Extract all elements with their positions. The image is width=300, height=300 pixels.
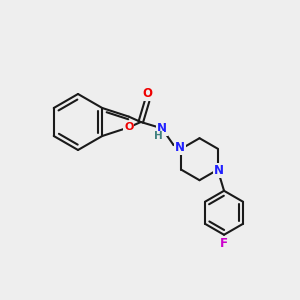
Text: F: F [220,237,228,250]
Text: H: H [154,131,163,141]
Text: N: N [157,122,167,135]
Text: O: O [142,87,152,100]
Text: N: N [175,141,185,154]
Text: O: O [124,122,134,132]
Text: N: N [214,164,224,177]
